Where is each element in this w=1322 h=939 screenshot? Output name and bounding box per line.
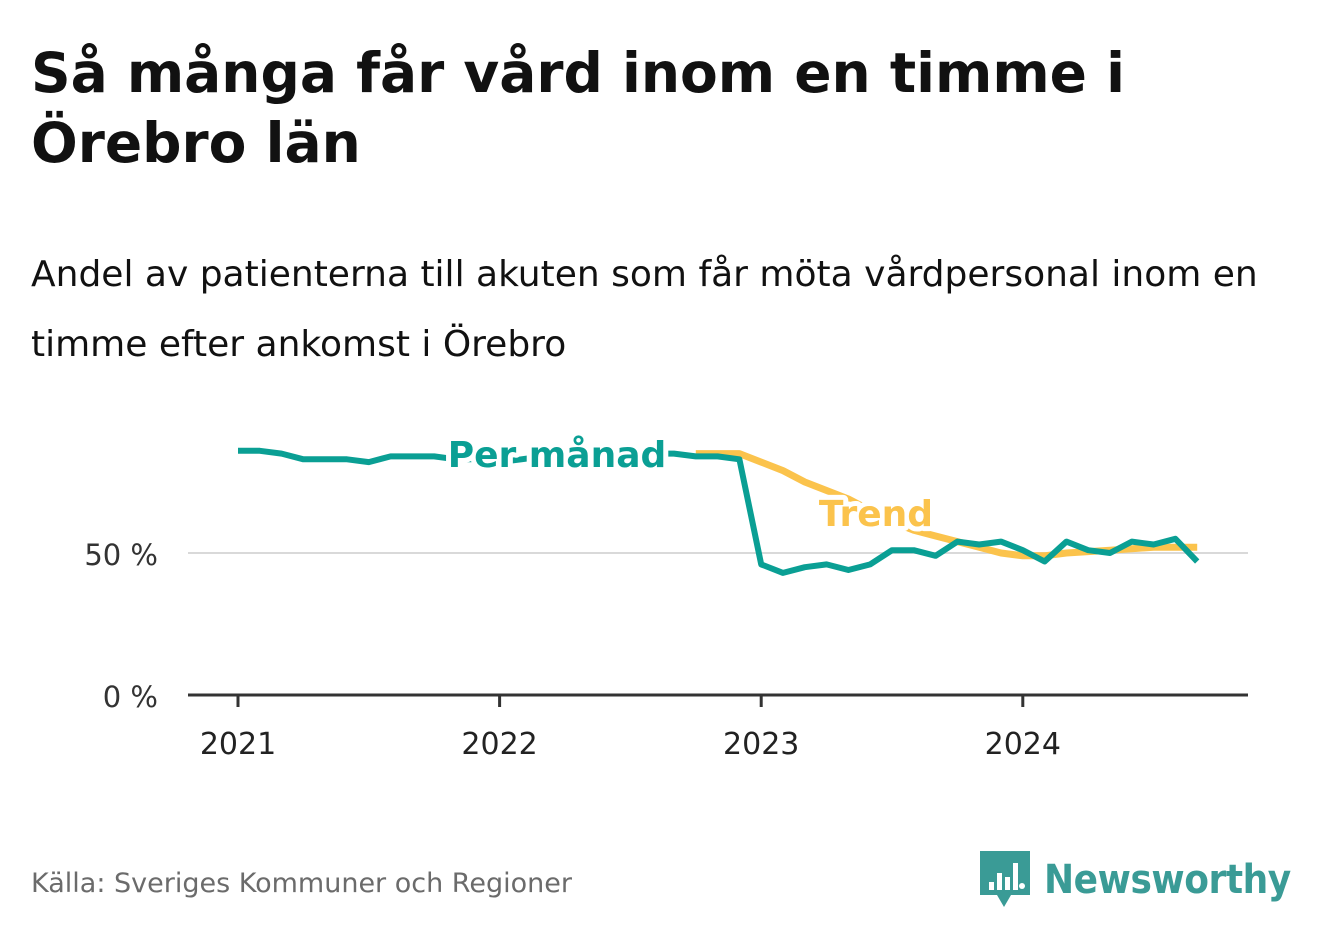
series-label-monthly: Per månad bbox=[448, 435, 667, 476]
label-layer: Per månad Trend bbox=[443, 430, 938, 540]
x-tick-label: 2024 bbox=[985, 727, 1061, 762]
monthly-line bbox=[238, 447, 1200, 576]
x-tick-label: 2021 bbox=[200, 727, 276, 762]
brand-name: Newsworthy bbox=[1044, 857, 1291, 903]
newsworthy-logo-icon bbox=[980, 851, 1030, 907]
chart-subtitle: Andel av patienterna till akuten som får… bbox=[31, 254, 1258, 365]
series-layer bbox=[238, 447, 1200, 576]
axis-layer: 0 % 50 % 2021 2022 2023 2024 bbox=[84, 538, 1248, 762]
brand-logo[interactable]: Newsworthy bbox=[980, 848, 1318, 912]
x-tick-label: 2022 bbox=[461, 727, 537, 762]
series-label-trend: Trend bbox=[819, 494, 933, 535]
x-tick-label: 2023 bbox=[723, 727, 799, 762]
line-chart: 0 % 50 % 2021 2022 2023 2024 Per månad Trend bbox=[84, 430, 1248, 762]
y-tick-label: 50 % bbox=[84, 538, 158, 572]
y-tick-label: 0 % bbox=[103, 680, 158, 714]
trend-line bbox=[695, 450, 1198, 560]
chart-title: Så många får vård inom en timme i Örebro… bbox=[31, 41, 1125, 175]
source-note: Källa: Sveriges Kommuner och Regioner bbox=[31, 868, 572, 899]
